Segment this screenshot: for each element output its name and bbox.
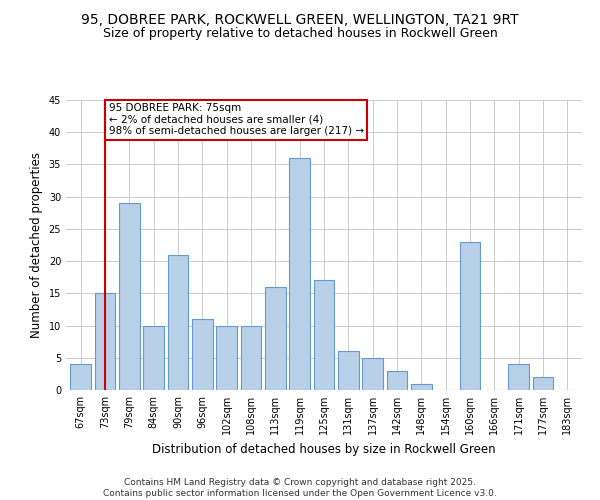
- Bar: [119, 203, 140, 390]
- Bar: [533, 377, 553, 390]
- Bar: [241, 326, 262, 390]
- Text: 95 DOBREE PARK: 75sqm
← 2% of detached houses are smaller (4)
98% of semi-detach: 95 DOBREE PARK: 75sqm ← 2% of detached h…: [109, 103, 364, 136]
- Bar: [411, 384, 432, 390]
- Bar: [95, 294, 115, 390]
- X-axis label: Distribution of detached houses by size in Rockwell Green: Distribution of detached houses by size …: [152, 442, 496, 456]
- Bar: [216, 326, 237, 390]
- Bar: [289, 158, 310, 390]
- Bar: [314, 280, 334, 390]
- Bar: [460, 242, 481, 390]
- Text: Size of property relative to detached houses in Rockwell Green: Size of property relative to detached ho…: [103, 28, 497, 40]
- Bar: [508, 364, 529, 390]
- Bar: [362, 358, 383, 390]
- Bar: [265, 287, 286, 390]
- Bar: [143, 326, 164, 390]
- Y-axis label: Number of detached properties: Number of detached properties: [30, 152, 43, 338]
- Bar: [70, 364, 91, 390]
- Text: Contains HM Land Registry data © Crown copyright and database right 2025.
Contai: Contains HM Land Registry data © Crown c…: [103, 478, 497, 498]
- Bar: [338, 352, 359, 390]
- Bar: [192, 319, 212, 390]
- Bar: [386, 370, 407, 390]
- Bar: [167, 254, 188, 390]
- Text: 95, DOBREE PARK, ROCKWELL GREEN, WELLINGTON, TA21 9RT: 95, DOBREE PARK, ROCKWELL GREEN, WELLING…: [81, 12, 519, 26]
